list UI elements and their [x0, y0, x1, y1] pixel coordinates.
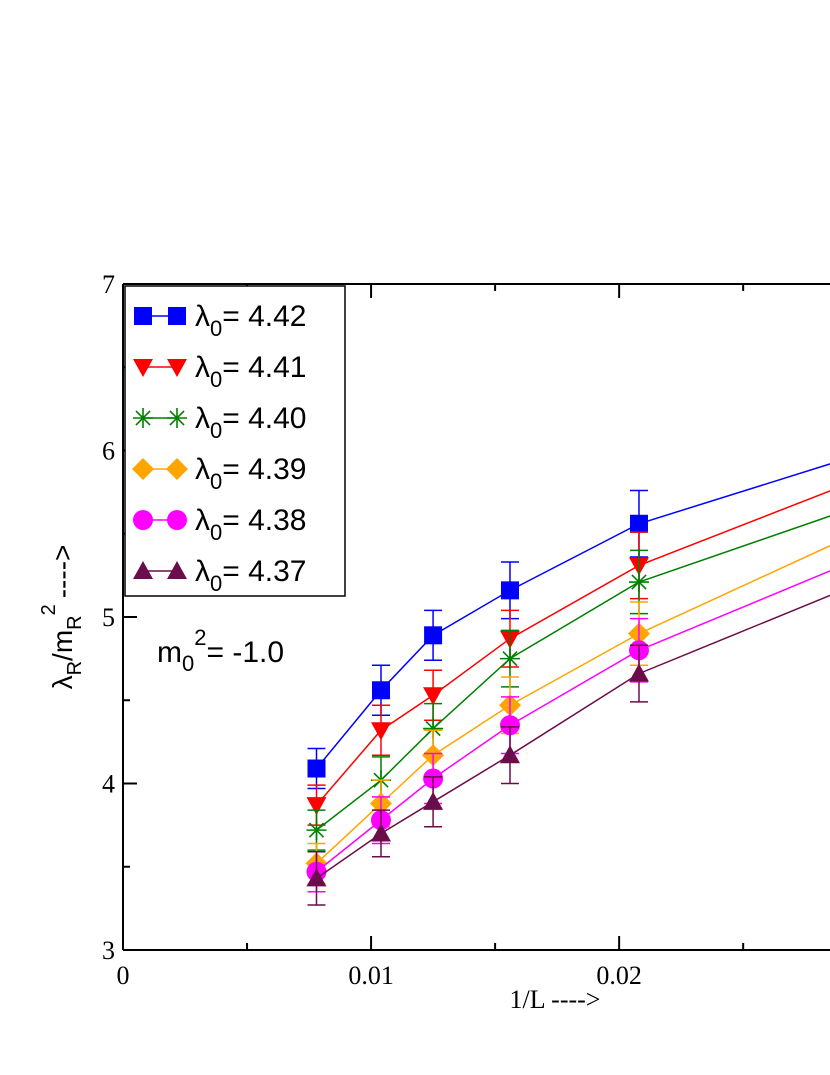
legend-item: λ0= 4.40: [133, 402, 307, 443]
legend-item: λ0= 4.42: [134, 300, 307, 341]
legend-item: λ0= 4.38: [133, 504, 307, 545]
legend-label: λ0= 4.40: [195, 402, 307, 443]
data-point: [500, 581, 519, 600]
legend-marker: [167, 510, 187, 530]
y-tick-label: 4: [102, 770, 115, 799]
x-tick-label: 0: [117, 961, 130, 990]
y-axis-label: λR/mR2---->: [38, 545, 86, 690]
star-stroke: [502, 650, 518, 667]
series-line: [315, 490, 830, 806]
legend-marker: [133, 561, 153, 579]
data-point: [628, 663, 649, 682]
data-point: [628, 572, 649, 593]
legend-label: λ0= 4.38: [195, 504, 307, 545]
data-point: [499, 715, 520, 736]
x-tick-label: 0.01: [348, 961, 394, 990]
series-4.40: [306, 515, 830, 851]
legend-marker: [133, 359, 153, 377]
star-stroke: [631, 574, 647, 590]
series-line: [316, 594, 830, 880]
data-point: [371, 681, 390, 700]
series-line: [315, 544, 830, 864]
text-layer: 0 0.01 0.02 3 4 5 6 7 1/L ----> λR/mR2----> m02= -…: [38, 270, 642, 1014]
legend-item: λ0= 4.37: [133, 555, 307, 596]
legend-label: λ0= 4.39: [195, 453, 307, 494]
legend-label: λ0= 4.37: [195, 555, 307, 596]
series-line: [315, 463, 830, 769]
data-point: [499, 648, 520, 669]
y-tick-label: 5: [102, 603, 115, 632]
legend: λ0= 4.42 λ0= 4.41 λ0= 4.40 λ0= 4.39 λ0= 4.38…: [124, 285, 346, 597]
data-point: [306, 868, 327, 887]
legend-marker: [132, 458, 154, 480]
legend-marker: [134, 307, 152, 325]
annotation: m02= -1.0: [157, 625, 284, 676]
data-point: [424, 626, 443, 645]
legend-marker: [167, 359, 187, 377]
series-4.42: [307, 463, 830, 790]
y-tick-label: 7: [102, 270, 115, 299]
series-line: [316, 515, 830, 831]
legend-marker: [166, 458, 188, 480]
legend-label: λ0= 4.42: [195, 300, 307, 341]
x-tick-label: 0.02: [596, 961, 642, 990]
legend-marker: [167, 408, 187, 428]
data-point: [423, 687, 444, 706]
data-point: [499, 745, 520, 764]
data-point: [307, 759, 326, 778]
y-tick-label: 3: [102, 936, 115, 965]
data-point: [370, 722, 391, 741]
star-stroke: [135, 410, 151, 426]
data-point: [306, 820, 327, 841]
star-stroke: [169, 410, 185, 426]
series-line: [316, 570, 830, 873]
series-layer: [305, 463, 830, 906]
data-point: [629, 514, 648, 533]
legend-box: [124, 285, 346, 597]
legend-marker: [133, 408, 153, 428]
legend-label: λ0= 4.41: [195, 351, 307, 392]
legend-marker: [167, 561, 187, 579]
axis-frame-layer: [122, 283, 830, 951]
legend-item: λ0= 4.41: [133, 351, 307, 392]
data-point: [370, 823, 391, 842]
series-4.37: [306, 594, 830, 906]
data-point: [306, 797, 327, 816]
y-tick-label: 6: [102, 437, 115, 466]
legend-marker: [133, 510, 153, 530]
legend-marker: [168, 307, 186, 325]
star-stroke: [308, 822, 325, 838]
legend-item: λ0= 4.39: [132, 453, 307, 494]
x-axis-label: 1/L ---->: [510, 985, 601, 1014]
data-point: [423, 791, 444, 810]
star-stroke: [425, 720, 441, 737]
